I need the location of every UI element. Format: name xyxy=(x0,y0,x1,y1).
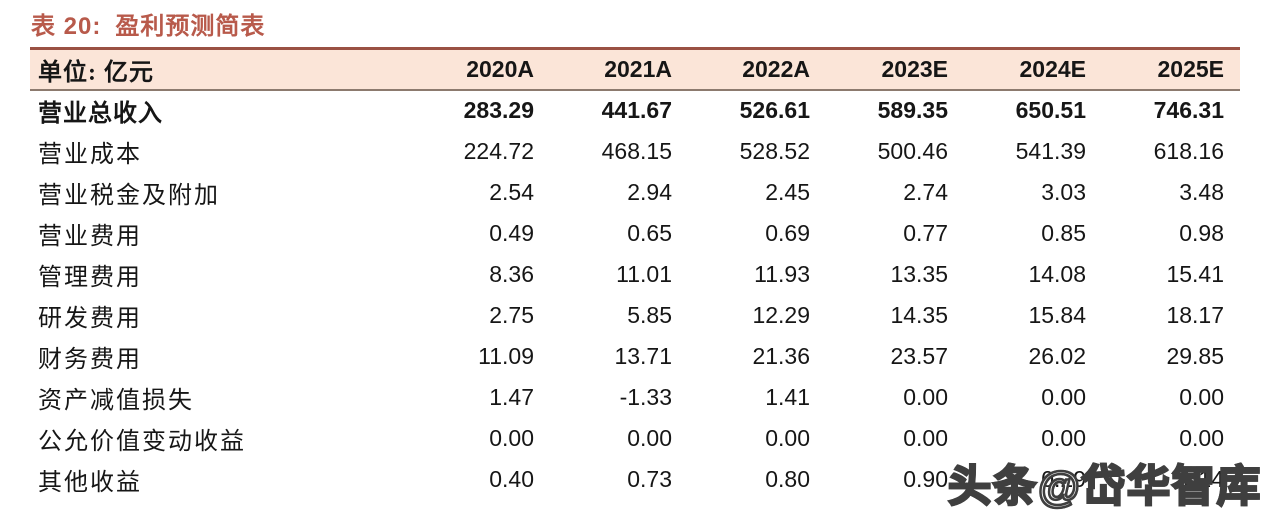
cell-value: 0.85 xyxy=(1041,219,1086,246)
row-label: 研发费用 xyxy=(38,305,142,332)
cell-value: 0.00 xyxy=(903,383,948,410)
column-header-2021A: 2021A xyxy=(604,55,672,82)
cell-value: 2.45 xyxy=(765,178,810,205)
cell-value: 11.93 xyxy=(754,260,810,287)
cell-value: 13.71 xyxy=(614,342,672,369)
cell-value: 0.69 xyxy=(765,219,810,246)
cell-value: 0.00 xyxy=(903,424,948,451)
cell-value: 26.02 xyxy=(1028,342,1086,369)
cell-value: 0.80 xyxy=(765,465,810,492)
column-header-2022A: 2022A xyxy=(742,55,810,82)
cell-value: 11.09 xyxy=(478,342,534,369)
cell-value: 468.15 xyxy=(601,137,672,164)
row-label: 其他收益 xyxy=(38,469,142,496)
cell-value: 2.54 xyxy=(489,178,534,205)
cell-value: 14.08 xyxy=(1028,260,1086,287)
cell-value: 29.85 xyxy=(1166,342,1224,369)
cell-value: 0.00 xyxy=(627,424,672,451)
cell-value: 650.51 xyxy=(1015,97,1086,123)
cell-value: 1.47 xyxy=(489,383,534,410)
cell-value: 23.57 xyxy=(890,342,948,369)
cell-value: 0.40 xyxy=(489,465,534,492)
cell-value: 224.72 xyxy=(463,137,534,164)
table-row: 管理费用 8.36 11.01 11.93 13.35 14.08 15.41 xyxy=(30,254,1240,295)
cell-value: 18.17 xyxy=(1166,301,1224,328)
cell-value: 0.65 xyxy=(627,219,672,246)
cell-value: 0.49 xyxy=(489,219,534,246)
cell-value: 0.00 xyxy=(1041,383,1086,410)
table-row: 其他收益 0.40 0.73 0.80 0.90 0.29 1.14 xyxy=(30,459,1240,500)
table-row: 研发费用 2.75 5.85 12.29 14.35 15.84 18.17 xyxy=(30,295,1240,336)
table-row: 营业费用 0.49 0.65 0.69 0.77 0.85 0.98 xyxy=(30,213,1240,254)
cell-value: 15.84 xyxy=(1028,301,1086,328)
table-title-number: 表 20: xyxy=(31,13,102,40)
cell-value: 1.41 xyxy=(765,383,810,410)
table-row: 公允价值变动收益 0.00 0.00 0.00 0.00 0.00 0.00 xyxy=(30,418,1240,459)
cell-value: 0.90 xyxy=(903,465,948,492)
cell-value: 589.35 xyxy=(877,97,948,123)
column-header-2020A: 2020A xyxy=(466,55,534,82)
cell-value: 0.98 xyxy=(1179,219,1224,246)
cell-value: 12.29 xyxy=(752,301,810,328)
cell-value: 0.77 xyxy=(903,219,948,246)
row-label: 管理费用 xyxy=(38,264,142,291)
row-label: 资产减值损失 xyxy=(38,387,194,414)
table-row: 资产减值损失 1.47 -1.33 1.41 0.00 0.00 0.00 xyxy=(30,377,1240,418)
table-row: 营业成本 224.72 468.15 528.52 500.46 541.39 618.16 xyxy=(30,131,1240,172)
table-row: 营业总收入 283.29 441.67 526.61 589.35 650.51 746.3… xyxy=(30,90,1240,131)
profit-forecast-table: 单位: 亿元 2020A 2021A 2022A 2023E 2024E 2025E 营业… xyxy=(30,47,1240,500)
row-label: 营业费用 xyxy=(38,223,142,250)
cell-value: 441.67 xyxy=(601,97,672,123)
column-header-2024E: 2024E xyxy=(1019,55,1086,82)
cell-value: 3.48 xyxy=(1179,178,1224,205)
cell-value: 0.00 xyxy=(1179,424,1224,451)
cell-value: 283.29 xyxy=(463,97,534,123)
cell-value: -1.33 xyxy=(619,383,672,410)
table-header-row: 单位: 亿元 2020A 2021A 2022A 2023E 2024E 2025E xyxy=(30,48,1240,90)
cell-value: 15.41 xyxy=(1166,260,1224,287)
cell-value: 618.16 xyxy=(1153,137,1224,164)
table-title-text: 盈利预测简表 xyxy=(115,14,266,40)
cell-value: 541.39 xyxy=(1015,137,1086,164)
cell-value: 500.46 xyxy=(877,137,948,164)
table-title: 表 20: 盈利预测简表 xyxy=(31,6,265,41)
cell-value: 0.00 xyxy=(1041,424,1086,451)
cell-value: 14.35 xyxy=(890,301,948,328)
cell-value: 11.01 xyxy=(616,260,672,287)
cell-value: 0.00 xyxy=(489,424,534,451)
cell-value: 2.74 xyxy=(903,178,948,205)
cell-value: 0.29 xyxy=(1041,465,1086,492)
row-label: 营业总收入 xyxy=(38,101,163,127)
cell-value: 526.61 xyxy=(739,97,810,123)
cell-value: 8.36 xyxy=(489,260,534,287)
cell-value: 528.52 xyxy=(739,137,810,164)
cell-value: 13.35 xyxy=(890,260,948,287)
column-header-2025E: 2025E xyxy=(1157,55,1224,82)
row-label: 营业税金及附加 xyxy=(38,182,220,209)
cell-value: 0.00 xyxy=(765,424,810,451)
table-row: 财务费用 11.09 13.71 21.36 23.57 26.02 29.85 xyxy=(30,336,1240,377)
cell-value: 746.31 xyxy=(1153,97,1224,123)
table-row: 营业税金及附加 2.54 2.94 2.45 2.74 3.03 3.48 xyxy=(30,172,1240,213)
cell-value: 3.03 xyxy=(1041,178,1086,205)
cell-value: 0.73 xyxy=(627,465,672,492)
row-label: 营业成本 xyxy=(38,141,142,168)
cell-value: 2.75 xyxy=(489,301,534,328)
cell-value: 21.36 xyxy=(752,342,810,369)
cell-value: 2.94 xyxy=(627,178,672,205)
row-label: 公允价值变动收益 xyxy=(38,428,246,455)
row-label: 财务费用 xyxy=(38,346,142,373)
column-header-2023E: 2023E xyxy=(881,55,948,82)
cell-value: 1.14 xyxy=(1179,465,1224,492)
cell-value: 5.85 xyxy=(627,301,672,328)
unit-label: 单位: 亿元 xyxy=(38,59,154,86)
cell-value: 0.00 xyxy=(1179,383,1224,410)
